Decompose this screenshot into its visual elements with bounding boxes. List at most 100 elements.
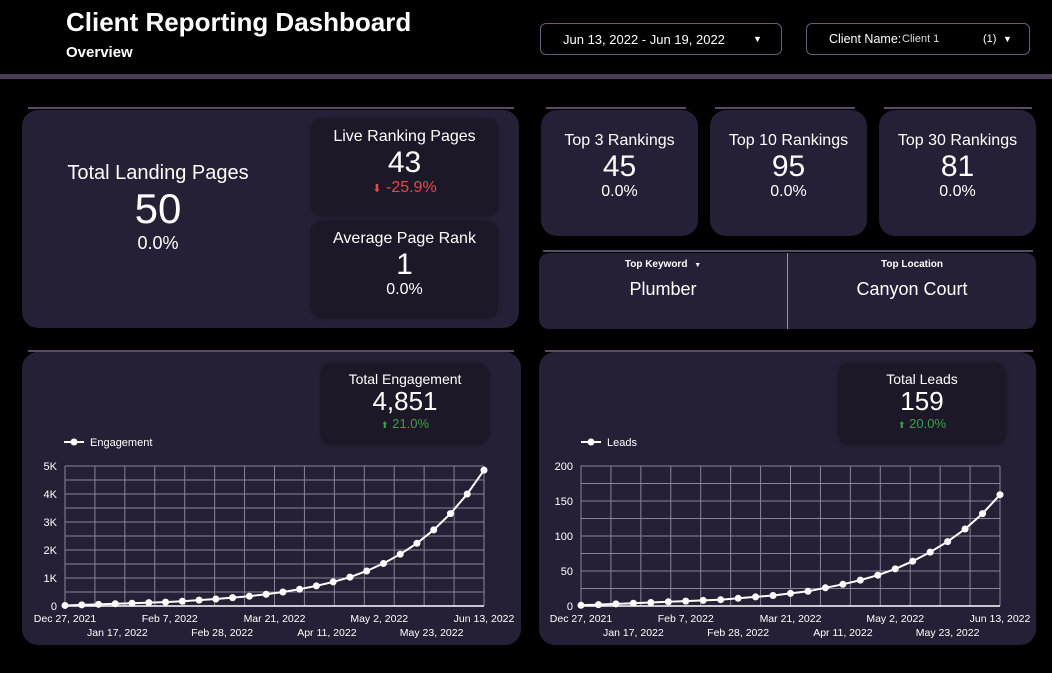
- data-point: [396, 550, 404, 558]
- data-point: [996, 491, 1004, 499]
- data-point: [145, 599, 153, 607]
- data-point: [128, 599, 136, 607]
- header-divider: [0, 74, 1052, 79]
- data-point: [821, 584, 829, 592]
- data-point: [111, 600, 119, 608]
- y-tick-label: 0: [567, 601, 573, 613]
- data-point: [874, 571, 882, 579]
- client-filter-label: Client Name:: [829, 32, 902, 46]
- y-tick-label: 1K: [44, 573, 58, 585]
- leads-line-chart: 0 50 100 150 200 Dec 27, 2021 Feb 7, 2022 Mar 2…: [550, 437, 1031, 639]
- arrow-up-icon: ⬆: [897, 419, 906, 430]
- client-filter-count: (1): [983, 33, 997, 45]
- total-landing-change: 0.0%: [137, 233, 179, 254]
- data-point: [346, 573, 354, 581]
- total-leads-label: Total Leads: [886, 371, 958, 387]
- average-rank-tile: Average Page Rank 1 0.0%: [312, 222, 497, 317]
- card-accent: [546, 107, 686, 109]
- data-point: [839, 580, 847, 588]
- data-point: [856, 576, 864, 584]
- top-keyword-label: Top Keyword: [624, 259, 688, 270]
- x-tick-label: May 23, 2022: [916, 627, 980, 639]
- leads-chart-card: Total Leads 159 ⬆ 20.0% 0 50 100 150 200 Dec …: [539, 352, 1036, 645]
- legend-label: Engagement: [90, 437, 152, 449]
- date-range-value: Jun 13, 2022 - Jun 19, 2022: [563, 31, 725, 47]
- card-accent: [545, 350, 1033, 352]
- total-leads-tile: Total Leads 159 ⬆ 20.0%: [839, 364, 1005, 444]
- keyword-filter[interactable]: Top Keyword ▼: [539, 259, 787, 270]
- vertical-divider: [787, 253, 788, 329]
- x-tick-label: Jun 13, 2022: [454, 613, 515, 625]
- average-rank-label: Average Page Rank: [333, 230, 476, 247]
- x-tick-label: Jan 17, 2022: [87, 627, 148, 639]
- x-tick-label: Dec 27, 2021: [34, 613, 97, 625]
- page-title: Client Reporting Dashboard: [66, 7, 412, 37]
- x-tick-label: Apr 11, 2022: [813, 627, 873, 639]
- client-filter-value: Client 1: [902, 33, 940, 45]
- y-tick-label: 200: [555, 461, 573, 473]
- legend-marker: [587, 438, 595, 446]
- data-point: [245, 592, 253, 600]
- data-point: [162, 598, 170, 606]
- total-engagement-value: 4,851: [372, 386, 438, 416]
- data-point: [961, 525, 969, 533]
- data-point: [279, 588, 287, 596]
- date-range-picker[interactable]: Jun 13, 2022 - Jun 19, 2022 ▼: [540, 23, 782, 55]
- data-point: [229, 594, 237, 602]
- x-tick-label: Jan 17, 2022: [603, 627, 664, 639]
- data-point: [682, 597, 690, 605]
- total-engagement-label: Total Engagement: [348, 371, 462, 387]
- data-point: [379, 559, 387, 567]
- top10-value: 95: [771, 150, 806, 183]
- total-leads-change: 20.0%: [909, 415, 947, 431]
- x-tick-label: Mar 21, 2022: [760, 613, 822, 625]
- legend-label: Leads: [607, 437, 637, 449]
- card-accent: [28, 350, 514, 352]
- top10-change: 0.0%: [770, 183, 807, 200]
- data-point: [787, 589, 794, 597]
- legend-marker: [70, 438, 78, 446]
- arrow-up-icon: ⬆: [380, 419, 389, 430]
- y-tick-label: 3K: [44, 517, 58, 529]
- data-point: [891, 565, 899, 573]
- top-location-value: Canyon Court: [856, 279, 968, 299]
- top30-change: 0.0%: [939, 183, 976, 200]
- card-accent: [543, 250, 1033, 252]
- data-point: [612, 600, 620, 608]
- data-point: [296, 585, 304, 593]
- data-point: [979, 510, 987, 518]
- y-tick-label: 50: [561, 566, 573, 578]
- x-tick-label: Feb 28, 2022: [707, 627, 769, 639]
- y-tick-label: 5K: [44, 461, 58, 473]
- x-tick-label: Feb 7, 2022: [658, 613, 714, 625]
- total-engagement-change: 21.0%: [392, 415, 430, 431]
- card-accent: [28, 107, 514, 109]
- data-point: [463, 490, 471, 498]
- data-point: [629, 599, 637, 607]
- client-name-filter[interactable]: Client Name: Client 1 (1) ▼: [806, 23, 1030, 55]
- live-ranking-tile: Live Ranking Pages 43 ⬇ -25.9%: [312, 120, 497, 215]
- card-accent: [884, 107, 1032, 109]
- top30-label: Top 30 Rankings: [897, 132, 1018, 149]
- data-point: [717, 596, 725, 604]
- data-point: [664, 598, 672, 606]
- data-point: [413, 539, 421, 547]
- top10-label: Top 10 Rankings: [728, 132, 849, 149]
- y-tick-label: 0: [51, 601, 57, 613]
- top3-change: 0.0%: [601, 183, 638, 200]
- data-point: [926, 548, 934, 556]
- data-point: [647, 599, 655, 606]
- top3-label: Top 3 Rankings: [564, 132, 675, 149]
- data-point: [699, 596, 707, 604]
- data-point: [480, 466, 488, 474]
- data-point: [752, 593, 760, 601]
- x-tick-label: Mar 21, 2022: [244, 613, 306, 625]
- top3-rankings-card: Top 3 Rankings 45 0.0%: [541, 110, 698, 236]
- y-tick-label: 4K: [44, 489, 58, 501]
- y-tick-label: 150: [555, 496, 573, 508]
- top-keyword-location-card: Top Keyword ▼ Plumber Top Location Canyo…: [539, 253, 1036, 329]
- live-ranking-change: -25.9%: [385, 179, 437, 196]
- data-point: [363, 567, 371, 575]
- y-tick-label: 2K: [44, 545, 58, 557]
- x-tick-label: Jun 13, 2022: [970, 613, 1031, 625]
